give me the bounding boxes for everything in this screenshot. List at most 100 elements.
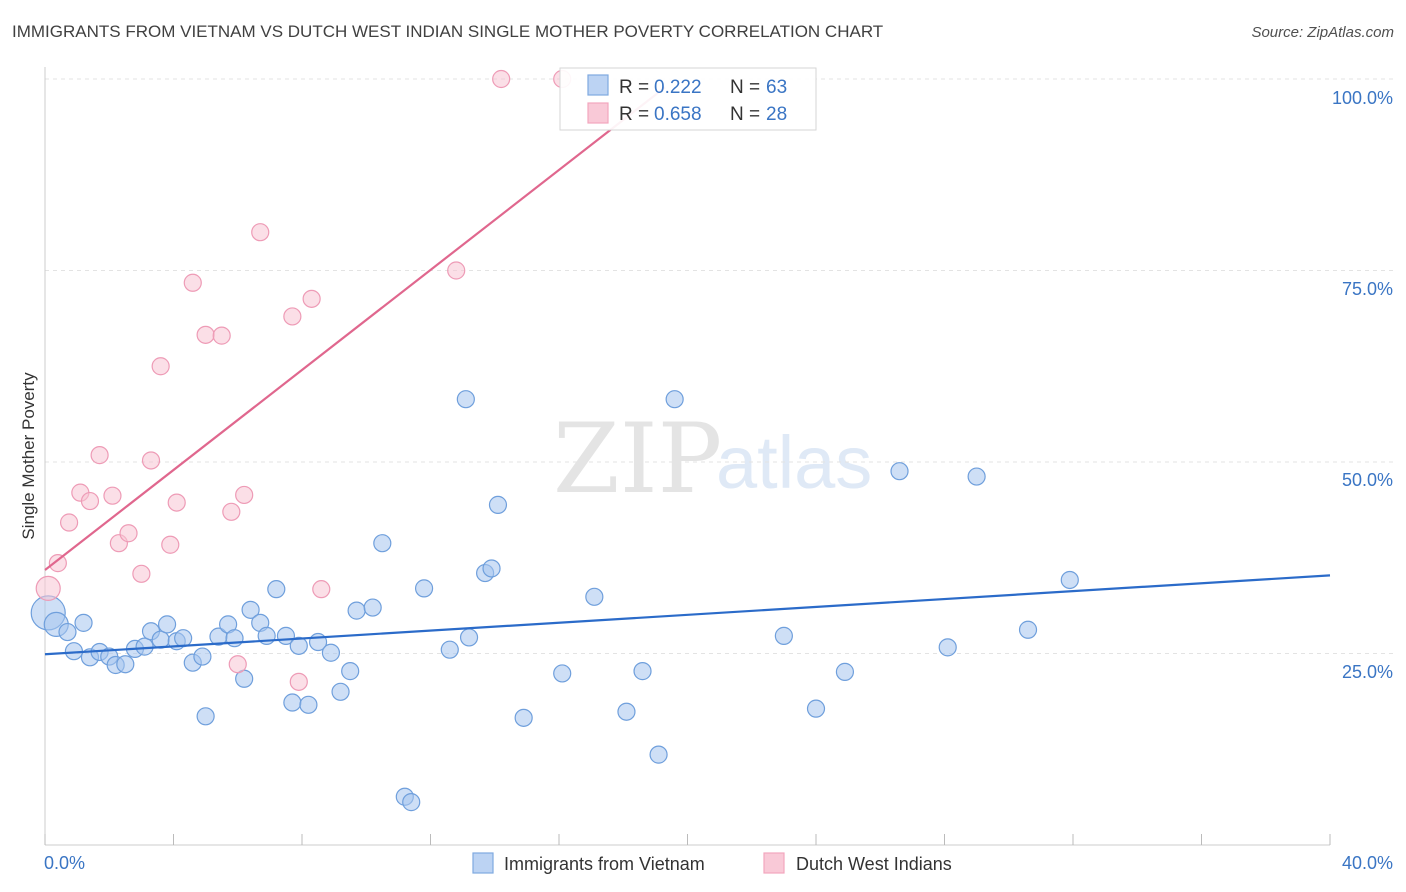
- dutch-point: [222, 502, 241, 521]
- vietnam-point: [665, 390, 684, 409]
- legend-r-value-vietnam: 0.222: [654, 77, 702, 98]
- vietnam-point: [241, 600, 260, 619]
- vietnam-point: [196, 707, 215, 726]
- y-axis-label: Single Mother Poverty: [19, 372, 38, 540]
- gridlines: [45, 78, 1393, 654]
- stats-legend: R = 0.222 N = 63 R = 0.658 N = 28: [559, 67, 817, 131]
- series-legend: Immigrants from Vietnam Dutch West India…: [472, 852, 952, 874]
- legend-r-label-dutch: R =: [619, 104, 649, 125]
- dutch-point: [59, 513, 79, 532]
- chart-title: IMMIGRANTS FROM VIETNAM VS DUTCH WEST IN…: [12, 22, 884, 41]
- dutch-point: [141, 451, 161, 470]
- vietnam-point: [116, 655, 135, 674]
- vietnam-point: [553, 664, 572, 683]
- vietnam-point: [299, 695, 318, 714]
- y-tick-label-100: 100.0%: [1332, 88, 1393, 108]
- vietnam-point: [649, 745, 668, 764]
- dutch-point: [48, 554, 67, 573]
- vietnam-point: [1018, 620, 1038, 639]
- vietnam-point: [225, 629, 244, 648]
- vietnam-point: [1060, 570, 1079, 590]
- vietnam-point: [835, 662, 855, 681]
- dutch-point: [161, 535, 180, 554]
- dutch-point: [151, 357, 170, 376]
- dutch-point: [235, 485, 254, 505]
- legend-swatch-dutch: [587, 102, 609, 124]
- legend-n-label-dutch: N =: [730, 104, 760, 125]
- legend-n-label-vietnam: N =: [730, 77, 760, 98]
- vietnam-point: [135, 637, 154, 656]
- vietnam-point: [633, 662, 652, 681]
- y-tick-label-75: 75.0%: [1342, 279, 1393, 299]
- chart-source: Source: ZipAtlas.com: [1251, 24, 1394, 41]
- vietnam-point: [363, 598, 382, 617]
- trendline-vietnam: [44, 574, 1331, 656]
- x-tick-label-max: 40.0%: [1342, 853, 1393, 873]
- vietnam-point: [373, 534, 392, 553]
- legend-n-value-dutch: 28: [766, 104, 787, 125]
- dutch-point: [80, 491, 100, 511]
- vietnam-point: [459, 628, 479, 647]
- vietnam-point: [193, 647, 212, 666]
- y-tick-labels: 100.0% 75.0% 50.0% 25.0%: [1332, 88, 1393, 682]
- trendline-dutch: [44, 86, 666, 571]
- vietnam-point: [938, 638, 957, 657]
- vietnam-point: [331, 682, 350, 701]
- dutch-point: [90, 446, 109, 465]
- legend-r-value-dutch: 0.658: [654, 104, 702, 125]
- vietnam-point: [514, 708, 533, 727]
- dutch-point: [167, 493, 186, 512]
- vietnam-point: [456, 390, 475, 409]
- dutch-point: [283, 307, 302, 326]
- bottom-legend-label-vietnam: Immigrants from Vietnam: [504, 854, 705, 874]
- dutch-point: [447, 261, 466, 280]
- dutch-point: [251, 223, 270, 242]
- vietnam-point: [174, 629, 193, 648]
- vietnam-point: [341, 662, 360, 681]
- vietnam-point: [347, 601, 366, 620]
- vietnam-point: [774, 626, 793, 645]
- dutch-point: [132, 564, 151, 583]
- dutch-point: [212, 326, 231, 345]
- dutch-point: [302, 289, 321, 308]
- x-tick-label-min: 0.0%: [44, 853, 85, 873]
- legend-r-label-vietnam: R =: [619, 77, 649, 98]
- legend-n-value-vietnam: 63: [766, 77, 787, 98]
- vietnam-point: [402, 793, 421, 812]
- vietnam-point: [482, 559, 501, 578]
- vietnam-point: [967, 467, 986, 486]
- legend-swatch-vietnam: [587, 74, 609, 96]
- dutch-point: [35, 575, 61, 601]
- dutch-point: [103, 486, 122, 505]
- dutch-point: [492, 69, 511, 89]
- vietnam-point: [440, 640, 459, 659]
- vietnam-point: [890, 462, 909, 481]
- vietnam-point: [151, 630, 170, 649]
- dutch-point: [196, 325, 215, 344]
- vietnam-point: [488, 495, 508, 514]
- bottom-legend-swatch-vietnam: [472, 852, 494, 874]
- y-tick-label-25: 25.0%: [1342, 662, 1393, 682]
- vietnam-point: [585, 587, 604, 606]
- vietnam-point: [321, 643, 341, 662]
- vietnam-point: [267, 580, 286, 599]
- dutch-point: [312, 580, 331, 599]
- vietnam-point: [157, 615, 177, 634]
- vietnam-point: [58, 622, 77, 642]
- y-tick-label-50: 50.0%: [1342, 470, 1393, 490]
- dutch-point: [183, 273, 202, 292]
- vietnam-point: [283, 693, 302, 712]
- vietnam-point: [806, 699, 826, 718]
- dutch-point: [289, 672, 308, 691]
- watermark-zip: ZIP: [553, 403, 722, 515]
- dutch-point: [119, 524, 138, 543]
- x-axis-ticks: [44, 834, 1331, 845]
- series-vietnam-points: [30, 390, 1079, 812]
- vietnam-point: [617, 702, 636, 721]
- vietnam-point: [289, 636, 308, 655]
- series-dutch-points: [35, 69, 572, 691]
- vietnam-point: [414, 579, 434, 598]
- bottom-legend-label-dutch: Dutch West Indians: [796, 854, 952, 874]
- bottom-legend-swatch-dutch: [763, 852, 785, 874]
